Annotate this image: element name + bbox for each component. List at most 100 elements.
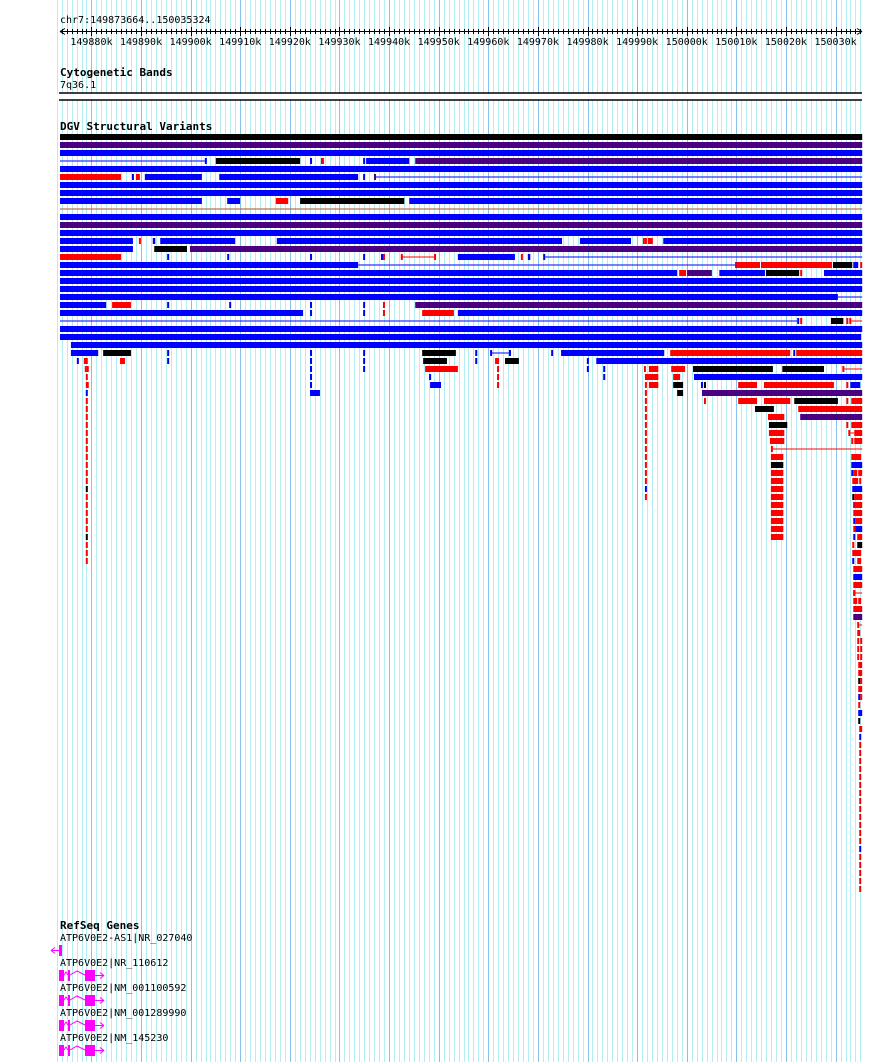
gene-label[interactable]: ATP6V0E2-AS1|NR_027040 [60, 933, 193, 944]
sv-feature[interactable] [859, 782, 862, 788]
sv-feature[interactable] [859, 830, 862, 836]
sv-feature[interactable] [475, 350, 478, 356]
sv-feature[interactable] [846, 398, 849, 404]
sv-feature[interactable] [700, 382, 703, 388]
gene-glyph[interactable] [59, 995, 105, 1006]
sv-feature[interactable] [415, 302, 863, 308]
sv-feature[interactable] [769, 438, 785, 444]
sv-feature[interactable] [644, 486, 647, 492]
sv-feature[interactable] [850, 382, 861, 388]
sv-feature[interactable] [85, 454, 88, 460]
sv-feature[interactable] [860, 638, 863, 644]
sv-feature[interactable] [644, 422, 647, 428]
sv-feature[interactable] [770, 534, 784, 540]
sv-feature[interactable] [644, 374, 659, 380]
sv-feature[interactable] [497, 382, 500, 388]
sv-interval[interactable] [490, 352, 511, 354]
sv-feature[interactable] [859, 766, 862, 772]
sv-feature[interactable] [60, 326, 863, 332]
sv-feature[interactable] [854, 502, 863, 508]
sv-feature[interactable] [738, 398, 758, 404]
sv-feature[interactable] [60, 246, 133, 252]
sv-feature[interactable] [596, 358, 863, 364]
position-ruler[interactable]: 149880k 149890k 149900k 149910k 149920k 14993… [59, 27, 863, 48]
sv-feature[interactable] [144, 174, 202, 180]
sv-feature[interactable] [85, 462, 88, 468]
sv-connector-line[interactable] [60, 208, 863, 210]
sv-feature[interactable] [497, 374, 500, 380]
sv-feature[interactable] [800, 318, 803, 324]
sv-feature[interactable] [860, 678, 863, 684]
sv-feature[interactable] [363, 174, 366, 180]
sv-feature[interactable] [586, 366, 589, 372]
sv-feature[interactable] [60, 286, 863, 292]
sv-feature[interactable] [673, 374, 681, 380]
sv-feature[interactable] [644, 494, 647, 500]
sv-feature[interactable] [543, 254, 546, 260]
sv-feature[interactable] [85, 470, 88, 476]
sv-feature[interactable] [859, 742, 862, 748]
sv-feature[interactable] [276, 238, 563, 244]
sv-feature[interactable] [60, 254, 122, 260]
sv-feature[interactable] [310, 390, 320, 396]
sv-feature[interactable] [382, 310, 385, 316]
sv-feature[interactable] [859, 822, 862, 828]
sv-feature[interactable] [60, 270, 678, 276]
sv-feature[interactable] [859, 814, 862, 820]
gene-glyph[interactable] [59, 970, 105, 981]
sv-feature[interactable] [310, 350, 313, 356]
sv-feature[interactable] [797, 318, 800, 324]
sv-feature[interactable] [677, 390, 684, 396]
sv-feature[interactable] [663, 238, 863, 244]
sv-feature[interactable] [860, 654, 863, 660]
gene-glyph[interactable] [59, 1045, 105, 1056]
sv-feature[interactable] [832, 262, 853, 268]
sv-feature[interactable] [85, 478, 88, 484]
sv-feature[interactable] [520, 254, 523, 260]
sv-feature[interactable] [83, 358, 88, 364]
sv-feature[interactable] [859, 806, 862, 812]
sv-feature[interactable] [85, 542, 88, 548]
sv-feature[interactable] [770, 446, 773, 452]
sv-feature[interactable] [857, 630, 861, 636]
dgv-track-title[interactable]: DGV Structural Variants [60, 120, 213, 133]
sv-feature[interactable] [857, 654, 860, 660]
sv-feature[interactable] [644, 406, 647, 412]
sv-feature[interactable] [167, 358, 170, 364]
sv-feature[interactable] [310, 358, 313, 364]
sv-connector-line[interactable] [545, 256, 863, 258]
sv-feature[interactable] [853, 582, 863, 588]
sv-feature[interactable] [858, 686, 863, 692]
sv-feature[interactable] [851, 470, 854, 476]
gene-label[interactable]: ATP6V0E2|NM_145230 [60, 1033, 169, 1044]
sv-feature[interactable] [415, 158, 863, 164]
sv-feature[interactable] [366, 158, 410, 164]
sv-feature[interactable] [160, 238, 236, 244]
sv-feature[interactable] [310, 254, 313, 260]
sv-feature[interactable] [135, 174, 140, 180]
sv-feature[interactable] [644, 390, 647, 396]
sv-feature[interactable] [219, 174, 359, 180]
sv-feature[interactable] [858, 678, 861, 684]
sv-feature[interactable] [853, 470, 858, 476]
sv-feature[interactable] [363, 310, 366, 316]
sv-feature[interactable] [679, 270, 687, 276]
sv-feature[interactable] [858, 710, 863, 716]
sv-feature[interactable] [60, 214, 863, 220]
sv-feature[interactable] [852, 550, 862, 556]
sv-feature[interactable] [643, 366, 646, 372]
sv-feature[interactable] [561, 350, 665, 356]
sv-feature[interactable] [85, 502, 88, 508]
sv-connector-line[interactable] [60, 160, 205, 162]
sv-feature[interactable] [204, 158, 207, 164]
sv-feature[interactable] [579, 238, 632, 244]
sv-feature[interactable] [770, 462, 784, 468]
sv-feature[interactable] [644, 454, 647, 460]
sv-feature[interactable] [505, 358, 519, 364]
sv-feature[interactable] [382, 254, 385, 260]
sv-feature[interactable] [60, 134, 863, 140]
sv-feature[interactable] [855, 518, 863, 524]
sv-feature[interactable] [85, 550, 88, 556]
sv-feature[interactable] [85, 510, 88, 516]
sv-feature[interactable] [854, 430, 863, 436]
